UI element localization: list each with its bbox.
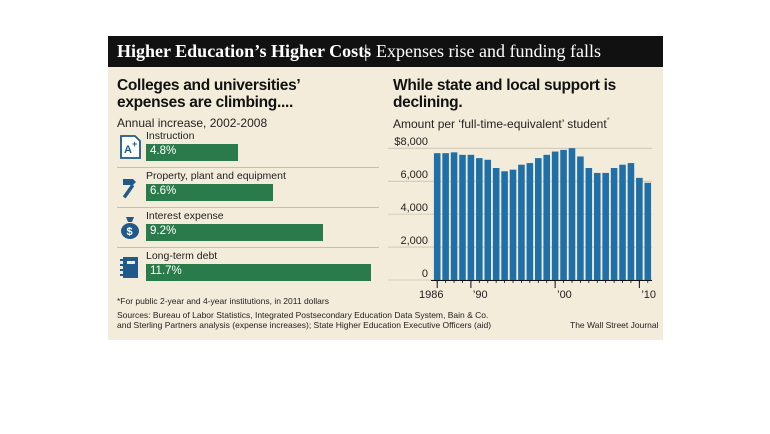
data-bar <box>459 154 466 280</box>
data-bar <box>627 163 635 280</box>
data-bar <box>484 159 492 280</box>
data-bar <box>602 172 609 280</box>
title-subtitle: Expenses rise and funding falls <box>376 41 601 61</box>
data-bar <box>644 182 652 280</box>
data-bar <box>518 164 525 280</box>
sources-line-2: and Sterling Partners analysis (expense … <box>117 320 492 330</box>
money-bag-icon: $ <box>121 217 139 239</box>
expense-value: 6.6% <box>150 185 177 197</box>
data-bar <box>593 172 601 280</box>
support-bar-chart: $8,000 6,000 4,000 2,000 0 1986 ’90 ’00 ’10 <box>388 136 656 301</box>
expense-bar <box>146 264 371 281</box>
y-tick-label: 0 <box>422 268 428 280</box>
data-bar <box>543 154 550 280</box>
y-tick-label: 6,000 <box>400 169 428 181</box>
data-bar <box>450 152 458 280</box>
y-tick-label: 2,000 <box>400 235 428 247</box>
data-bar <box>467 154 475 280</box>
expense-label: Interest expense <box>146 210 224 222</box>
data-bar <box>560 149 567 280</box>
title-bar: Higher Education’s Higher Costs | Expens… <box>108 36 663 67</box>
footnote-mark: * <box>606 116 610 125</box>
footnote: *For public 2-year and 4-year institutio… <box>117 296 329 306</box>
expense-row-interest: $ Interest expense 9.2% <box>108 210 376 246</box>
sources: Sources: Bureau of Labor Statistics, Int… <box>117 310 491 330</box>
data-bar <box>577 156 584 280</box>
data-bar <box>442 153 449 280</box>
x-tick-label: ’90 <box>473 289 488 301</box>
hammer-icon <box>122 179 136 199</box>
expense-value: 9.2% <box>150 225 177 237</box>
data-bar <box>492 168 500 280</box>
support-subheading: Amount per ‘full-time-equivalent’ studen… <box>393 116 610 131</box>
main-title: Higher Education’s Higher Costs <box>117 41 372 61</box>
y-tick-label: $8,000 <box>394 136 428 148</box>
data-bar <box>535 158 542 280</box>
expense-label: Instruction <box>146 130 195 142</box>
expense-value: 11.7% <box>150 265 182 277</box>
data-bar <box>433 153 441 280</box>
notebook-icon <box>120 257 138 278</box>
data-bar <box>501 171 508 280</box>
expense-value: 4.8% <box>150 145 177 157</box>
expense-bar <box>146 184 273 201</box>
data-bar <box>585 168 593 280</box>
data-bar <box>509 169 517 280</box>
row-divider <box>117 207 379 208</box>
data-bar <box>636 177 643 280</box>
x-tick-label: ’10 <box>641 289 656 301</box>
expense-row-debt: Long-term debt 11.7% <box>108 250 376 286</box>
support-subheading-text: Amount per ‘full-time-equivalent’ studen… <box>393 117 607 131</box>
data-bar <box>476 158 483 280</box>
data-bar <box>568 148 576 280</box>
svg-text:+: + <box>132 139 137 149</box>
svg-text:$: $ <box>127 226 133 238</box>
expenses-heading: Colleges and universities’ expenses are … <box>117 77 300 111</box>
row-divider <box>117 167 379 168</box>
credit: The Wall Street Journal <box>570 320 659 330</box>
title-separator: | <box>364 41 368 61</box>
x-tick-label: ’00 <box>557 289 572 301</box>
support-heading: While state and local support is declini… <box>393 77 616 111</box>
row-divider <box>117 247 379 248</box>
expense-bar <box>146 144 239 161</box>
expense-label: Property, plant and equipment <box>146 170 286 182</box>
x-tick-label: 1986 <box>419 289 443 301</box>
report-card-icon: A + <box>120 135 141 159</box>
data-bar <box>526 163 534 280</box>
expenses-subheading: Annual increase, 2002-2008 <box>117 116 268 130</box>
expense-label: Long-term debt <box>146 250 218 262</box>
data-bar <box>619 164 626 280</box>
sources-line-1: Sources: Bureau of Labor Statistics, Int… <box>117 310 489 320</box>
data-bar <box>551 151 559 280</box>
expense-row-instruction: A + Instruction 4.8% <box>108 130 376 166</box>
expense-row-property: Property, plant and equipment 6.6% <box>108 170 376 206</box>
y-tick-label: 4,000 <box>400 202 428 214</box>
data-bar <box>610 168 618 280</box>
graphic-panel: Higher Education’s Higher Costs | Expens… <box>108 36 663 340</box>
svg-text:A: A <box>124 144 132 156</box>
expense-bar <box>146 224 323 241</box>
